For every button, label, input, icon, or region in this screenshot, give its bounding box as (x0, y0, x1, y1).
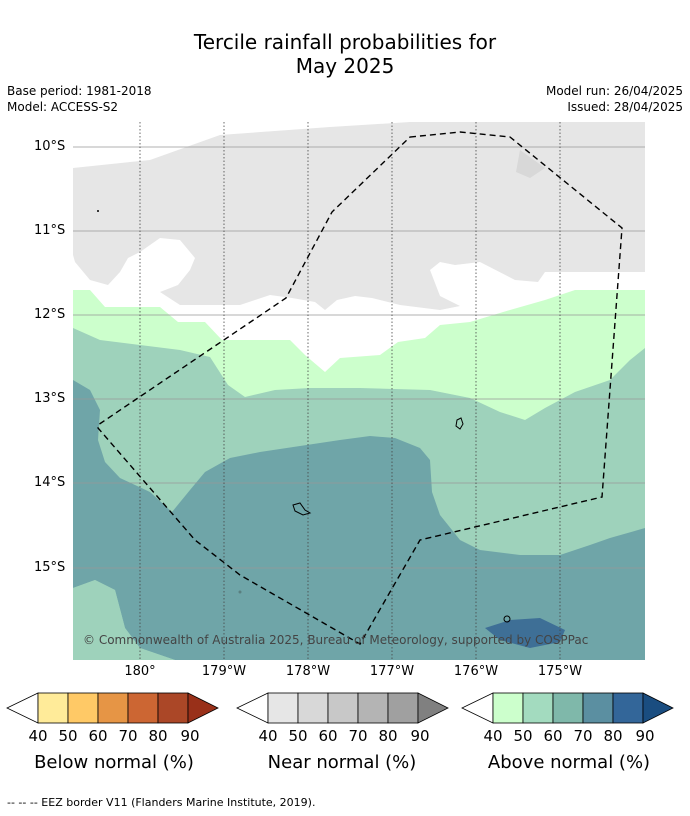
colorbar-swatch (612, 692, 644, 724)
lon-label: 175°W (537, 664, 583, 679)
colorbar-swatch (492, 692, 524, 724)
tick-label: 50 (58, 727, 78, 745)
above-80-patch (485, 618, 565, 648)
colorbar-swatch (327, 692, 359, 724)
colorbar-swatch (37, 692, 69, 724)
colorbar-swatch (552, 692, 584, 724)
colorbar-right-arrow (417, 692, 449, 724)
colorbar-swatch (297, 692, 329, 724)
tick-label: 70 (573, 727, 593, 745)
lat-label: 13°S (34, 391, 66, 406)
lat-gridlines (73, 146, 645, 569)
lat-label: 12°S (34, 307, 66, 322)
lat-label: 10°S (34, 139, 66, 154)
colorbar-swatch (67, 692, 99, 724)
copyright-text: © Commonwealth of Australia 2025, Bureau… (83, 633, 589, 647)
map-title: Tercile rainfall probabilities for May 2… (0, 30, 690, 78)
tick-label: 80 (378, 727, 398, 745)
near-normal-patch (516, 150, 545, 178)
colorbar-right-arrow (642, 692, 674, 724)
above-normal-label: Above normal (%) (487, 752, 651, 773)
colorbar-right-arrow (187, 692, 219, 724)
tick-label: 90 (180, 727, 200, 745)
tick-label: 80 (148, 727, 168, 745)
lon-label: 176°W (453, 664, 499, 679)
colorbar-swatches (461, 692, 674, 724)
colorbar-left-arrow (461, 692, 494, 724)
tick-label: 50 (513, 727, 533, 745)
colorbar-swatches (6, 692, 219, 724)
tick-label: 60 (88, 727, 108, 745)
above-60-band (73, 380, 645, 660)
lon-gridlines (139, 122, 561, 660)
issued-text: Issued: 28/04/2025 (567, 100, 683, 114)
near-normal-region (73, 122, 645, 310)
tick-label: 40 (28, 727, 48, 745)
tick-label: 90 (635, 727, 655, 745)
colorbar-swatch (582, 692, 614, 724)
lat-label: 15°S (34, 560, 66, 575)
island-4 (97, 210, 99, 212)
tick-label: 70 (348, 727, 368, 745)
island-1 (455, 417, 464, 430)
eez-footer-note: -- -- -- EEZ border V11 (Flanders Marine… (7, 796, 316, 809)
lon-label: 180° (124, 664, 156, 679)
eez-border (97, 131, 623, 645)
model-text: Model: ACCESS-S2 (7, 100, 119, 114)
lon-label: 179°W (201, 664, 247, 679)
tick-label: 90 (410, 727, 430, 745)
colorbar-swatch (357, 692, 389, 724)
title-line-1: Tercile rainfall probabilities for (193, 30, 497, 54)
colorbar-swatch (97, 692, 129, 724)
meta-left: Base period: 1981-2018 Model: ACCESS-S2 (7, 83, 152, 115)
lat-label: 14°S (34, 475, 66, 490)
tick-label: 60 (318, 727, 338, 745)
island-5 (238, 590, 242, 594)
lon-label: 178°W (285, 664, 331, 679)
colorbar-left-arrow (236, 692, 269, 724)
colorbar-swatches (236, 692, 449, 724)
tick-label: 70 (118, 727, 138, 745)
near-normal-label: Near normal (%) (267, 752, 417, 773)
colorbar-swatch (127, 692, 159, 724)
base-period-text: Base period: 1981-2018 (7, 84, 152, 98)
near-normal-colorbar (236, 692, 449, 724)
title-line-2: May 2025 (295, 54, 395, 78)
above-50-bottom (73, 580, 175, 660)
colorbar-swatch (522, 692, 554, 724)
island-2 (292, 502, 312, 516)
tick-label: 60 (543, 727, 563, 745)
colorbar-swatch (157, 692, 189, 724)
colorbar-left-arrow (6, 692, 39, 724)
below-normal-colorbar (6, 692, 219, 724)
above-normal-colorbar (461, 692, 674, 724)
colorbar-swatch (267, 692, 299, 724)
tick-label: 40 (483, 727, 503, 745)
below-normal-label: Below normal (%) (34, 752, 194, 773)
island-3 (503, 615, 511, 623)
tick-label: 80 (603, 727, 623, 745)
model-run-text: Model run: 26/04/2025 (545, 84, 683, 98)
tick-label: 50 (288, 727, 308, 745)
lon-label: 177°W (369, 664, 415, 679)
meta-right: Model run: 26/04/2025 Issued: 28/04/2025 (546, 83, 683, 115)
tick-label: 40 (258, 727, 278, 745)
lat-label: 11°S (34, 223, 66, 238)
colorbar-swatch (387, 692, 419, 724)
